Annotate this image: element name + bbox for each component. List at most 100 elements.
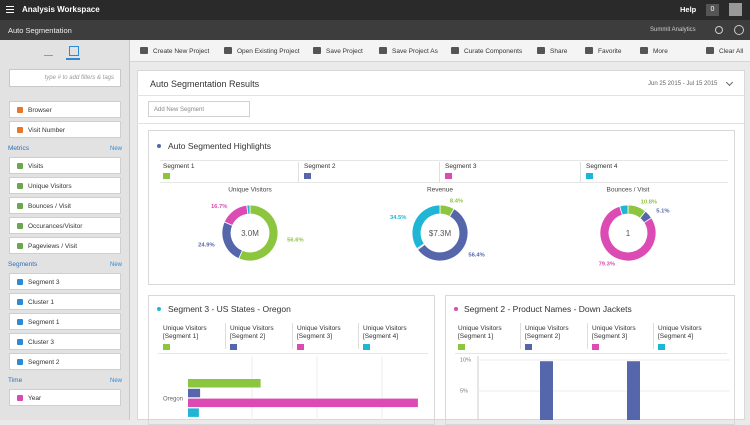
toolbar-button[interactable]: Save Project As xyxy=(379,47,438,55)
legend-label: Unique Visitors [Segment 1] xyxy=(163,325,207,340)
segment-swatch xyxy=(304,173,311,179)
item-label: Browser xyxy=(28,107,52,114)
add-segment-placeholder: Add New Segment xyxy=(154,107,205,113)
sidebar-item[interactable]: Cluster 3 xyxy=(9,333,121,350)
legend-swatch xyxy=(658,343,665,350)
legend-item[interactable]: Unique Visitors [Segment 2] xyxy=(525,325,587,350)
toolbar-button[interactable]: Favorite xyxy=(585,47,621,55)
toolbar-button[interactable]: Open Existing Project xyxy=(224,47,300,55)
section-action[interactable]: New xyxy=(110,378,123,384)
legend-sep xyxy=(587,323,588,349)
item-icon xyxy=(17,223,23,229)
search-box[interactable]: type # to add filters & tags xyxy=(9,69,121,87)
sidebar-item[interactable]: Segment 3 xyxy=(9,273,121,290)
legend-item[interactable]: Unique Visitors [Segment 1] xyxy=(163,325,225,350)
project-bar xyxy=(0,20,750,40)
rail-icon[interactable] xyxy=(44,46,53,56)
help[interactable]: Help xyxy=(680,5,697,14)
item-icon xyxy=(17,243,23,249)
date-range[interactable]: Jun 25 2015 - Jul 15 2015 xyxy=(648,81,718,87)
item-label: Visits xyxy=(28,163,44,170)
toolbar-label: Save Project xyxy=(326,48,363,55)
panel-title: Auto Segmentation Results xyxy=(150,79,260,89)
legend-swatch xyxy=(163,343,170,350)
sidebar: type # to add filters & tags Browser Visi… xyxy=(0,40,130,420)
toolbar-label: Create New Project xyxy=(153,48,210,55)
toolbar-label: Favorite xyxy=(598,48,622,55)
legend-swatch xyxy=(230,343,237,350)
item-label: Cluster 1 xyxy=(28,299,55,306)
sidebar-item[interactable]: Visits xyxy=(9,157,121,174)
toolbar-icon xyxy=(140,47,148,54)
legend-swatch xyxy=(363,343,370,350)
segment-name: Segment 3 xyxy=(445,163,477,170)
legend-item[interactable]: Unique Visitors [Segment 1] xyxy=(458,325,520,350)
item-icon xyxy=(17,127,23,133)
project-title[interactable]: Auto Segmentation xyxy=(8,26,72,35)
sidebar-item[interactable]: Pageviews / Visit xyxy=(9,237,121,254)
item-label: Bounces / Visit xyxy=(28,203,71,210)
sidebar-item[interactable]: Unique Visitors xyxy=(9,177,121,194)
toolbar-label: More xyxy=(653,48,668,55)
toolbar-button[interactable]: Clear All xyxy=(706,47,743,55)
sidebar-item[interactable]: Browser xyxy=(9,101,121,118)
item-icon xyxy=(17,203,23,209)
section-title: Time xyxy=(8,377,23,384)
legend-label: Unique Visitors [Segment 3] xyxy=(592,325,636,340)
breakdown-panel xyxy=(148,295,435,425)
notifications[interactable]: 0 xyxy=(706,4,719,16)
toolbar-label: Save Project As xyxy=(392,48,438,55)
item-label: Pageviews / Visit xyxy=(28,243,78,250)
info-icon[interactable] xyxy=(734,25,744,35)
toolbar-icon xyxy=(224,47,232,54)
sidebar-item[interactable]: Bounces / Visit xyxy=(9,197,121,214)
legend-sep xyxy=(292,323,293,349)
section-action[interactable]: New xyxy=(110,146,123,152)
legend-item[interactable]: Unique Visitors [Segment 4] xyxy=(363,325,425,350)
panel-title: Segment 2 - Product Names - Down Jackets xyxy=(464,304,632,314)
item-label: Year xyxy=(28,395,42,402)
sidebar-item[interactable]: Segment 1 xyxy=(9,313,121,330)
search-icon[interactable] xyxy=(715,26,723,34)
highlights-title: Auto Segmented Highlights xyxy=(168,141,272,151)
divider xyxy=(137,123,745,124)
rail-icon-active[interactable] xyxy=(66,44,80,60)
toolbar-button[interactable]: Share xyxy=(537,47,567,55)
sidebar-item[interactable]: Segment 2 xyxy=(9,353,121,370)
legend-sep xyxy=(520,323,521,349)
item-label: Segment 2 xyxy=(28,359,60,366)
toolbar-icon xyxy=(379,47,387,54)
section-action[interactable]: New xyxy=(110,262,123,268)
item-icon xyxy=(17,319,23,325)
sidebar-item[interactable]: Visit Number xyxy=(9,121,121,138)
company[interactable]: Summit Analytics xyxy=(650,27,696,33)
legend-item[interactable]: Unique Visitors [Segment 4] xyxy=(658,325,720,350)
avatar[interactable] xyxy=(729,3,742,16)
legend-item[interactable]: Unique Visitors [Segment 3] xyxy=(592,325,654,350)
item-icon xyxy=(17,359,23,365)
toolbar-button[interactable]: Create New Project xyxy=(140,47,209,55)
legend-item[interactable]: Unique Visitors [Segment 3] xyxy=(297,325,359,350)
legend-sep xyxy=(653,323,654,349)
sidebar-item[interactable]: Cluster 1 xyxy=(9,293,121,310)
sidebar-item[interactable]: Year xyxy=(9,389,121,406)
item-icon xyxy=(17,163,23,169)
item-icon xyxy=(17,183,23,189)
legend-label: Unique Visitors [Segment 1] xyxy=(458,325,502,340)
top-bar xyxy=(0,0,750,20)
item-icon xyxy=(17,107,23,113)
toolbar-button[interactable]: Curate Components xyxy=(451,47,522,55)
sidebar-item[interactable]: Occurances/Visitor xyxy=(9,217,121,234)
legend-swatch xyxy=(458,343,465,350)
divider xyxy=(160,182,728,183)
toolbar-button[interactable]: Save Project xyxy=(313,47,363,55)
item-label: Cluster 3 xyxy=(28,339,55,346)
legend-item[interactable]: Unique Visitors [Segment 2] xyxy=(230,325,292,350)
toolbar-icon xyxy=(451,47,459,54)
add-segment[interactable]: Add New Segment xyxy=(148,101,250,117)
toolbar-button[interactable]: More xyxy=(640,47,668,55)
menu-icon[interactable] xyxy=(6,6,14,13)
toolbar-label: Clear All xyxy=(719,48,744,55)
divider xyxy=(160,160,728,161)
toolbar-icon xyxy=(706,47,714,54)
